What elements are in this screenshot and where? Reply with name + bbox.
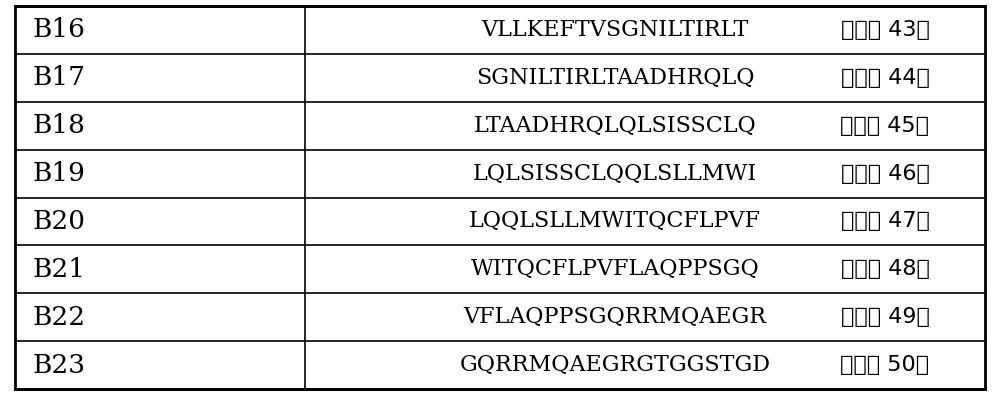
Text: B18: B18	[33, 113, 86, 138]
Text: B20: B20	[33, 209, 86, 234]
Text: （序列 47）: （序列 47）	[841, 211, 929, 231]
Text: B21: B21	[33, 257, 86, 282]
Text: LTAADHRQLQLSISSCLQ: LTAADHRQLQLSISSCLQ	[474, 115, 756, 137]
Text: B16: B16	[33, 17, 86, 42]
Text: （序列 45）: （序列 45）	[840, 116, 930, 135]
Text: （序列 49）: （序列 49）	[841, 307, 929, 327]
Text: B17: B17	[33, 65, 86, 90]
Text: VLLKEFTVSGNILTIRLT: VLLKEFTVSGNILTIRLT	[481, 19, 749, 41]
Text: GQRRMQAEGRGTGGSTGD: GQRRMQAEGRGTGGSTGD	[460, 354, 770, 376]
Text: LQQLSLLMWITQCFLPVF: LQQLSLLMWITQCFLPVF	[469, 211, 761, 232]
Text: B19: B19	[33, 161, 86, 186]
Text: （序列 48）: （序列 48）	[841, 260, 929, 279]
Text: （序列 43）: （序列 43）	[841, 20, 929, 40]
Text: B23: B23	[33, 353, 86, 378]
Text: （序列 46）: （序列 46）	[841, 164, 929, 184]
Text: （序列 44）: （序列 44）	[841, 68, 929, 88]
Text: （序列 50）: （序列 50）	[840, 355, 930, 375]
Text: B22: B22	[33, 305, 86, 330]
Text: WITQCFLPVFLAQPPSGQ: WITQCFLPVFLAQPPSGQ	[471, 258, 759, 280]
Text: SGNILTIRLTAADHRQLQ: SGNILTIRLTAADHRQLQ	[476, 67, 754, 89]
Text: LQLSISSCLQQLSLLMWI: LQLSISSCLQQLSLLMWI	[473, 163, 757, 184]
Text: VFLAQPPSGQRRMQAEGR: VFLAQPPSGQRRMQAEGR	[464, 306, 767, 328]
